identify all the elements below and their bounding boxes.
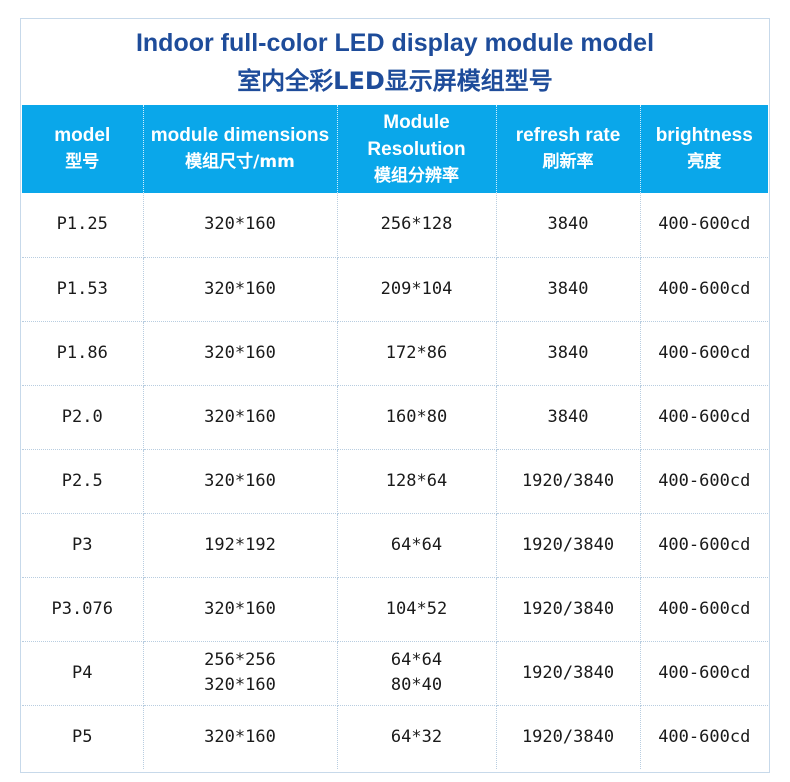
header-resolution-zh: 模组分辨率	[374, 165, 459, 186]
cell-refresh-rate: 1920/3840	[496, 705, 641, 769]
dimensions-line: 256*256	[204, 650, 276, 670]
table-row: P1.53 320*160 209*104 3840 400-600cd	[22, 257, 768, 322]
header-dimensions-zh: 模组尺寸/mm	[185, 152, 295, 172]
cell-model: P5	[22, 705, 144, 769]
header-refresh-rate: refresh rate 刷新率	[496, 105, 641, 193]
table-row: P5 320*160 64*32 1920/3840 400-600cd	[22, 705, 768, 769]
cell-refresh-rate: 1920/3840	[496, 641, 641, 706]
cell-dimensions: 320*160	[143, 449, 338, 514]
header-model-en: model	[54, 125, 111, 146]
cell-resolution: 160*80	[337, 385, 497, 450]
table-row: P2.0 320*160 160*80 3840 400-600cd	[22, 385, 768, 450]
cell-refresh-rate: 3840	[496, 257, 641, 322]
table-row: P4 256*256 320*160 64*64 80*40 1920/3840…	[22, 641, 768, 706]
cell-dimensions: 320*160	[143, 705, 338, 769]
cell-resolution: 64*32	[337, 705, 497, 769]
dimensions-line: 320*160	[204, 675, 276, 695]
cell-brightness: 400-600cd	[640, 193, 768, 258]
resolution-line: 80*40	[390, 675, 443, 695]
header-dimensions-en: module dimensions	[150, 125, 330, 146]
cell-dimensions: 320*160	[143, 321, 338, 386]
cell-model: P3	[22, 513, 144, 578]
header-resolution-en: Module Resolution	[367, 111, 466, 160]
cell-refresh-rate: 1920/3840	[496, 449, 641, 514]
table-row: P3.076 320*160 104*52 1920/3840 400-600c…	[22, 577, 768, 642]
table-row: P1.25 320*160 256*128 3840 400-600cd	[22, 193, 768, 258]
cell-brightness: 400-600cd	[640, 449, 768, 514]
cell-dimensions: 192*192	[143, 513, 338, 578]
header-brightness-en: brightness	[655, 125, 753, 146]
cell-model: P2.0	[22, 385, 144, 450]
cell-resolution: 104*52	[337, 577, 497, 642]
cell-brightness: 400-600cd	[640, 513, 768, 578]
cell-dimensions: 320*160	[143, 257, 338, 322]
cell-model: P1.86	[22, 321, 144, 386]
cell-model: P1.53	[22, 257, 144, 322]
cell-resolution: 209*104	[337, 257, 497, 322]
cell-dimensions: 256*256 320*160	[143, 641, 338, 706]
cell-brightness: 400-600cd	[658, 726, 751, 747]
cell-resolution: 64*64	[337, 513, 497, 578]
header-model: model 型号	[22, 105, 144, 193]
header-row: model 型号 module dimensions 模组尺寸/mm Modul…	[22, 105, 768, 193]
title-english: Indoor full-color LED display module mod…	[135, 29, 655, 57]
cell-dimensions: 320*160	[143, 385, 338, 450]
table-row: P3 192*192 64*64 1920/3840 400-600cd	[22, 513, 768, 578]
header-model-zh: 型号	[65, 152, 100, 172]
header-refresh-zh: 刷新率	[542, 152, 594, 172]
cell-refresh-rate: 1920/3840	[496, 577, 641, 642]
cell-model: P2.5	[22, 449, 144, 514]
cell-model: P1.25	[22, 193, 144, 258]
module-spec-table: model 型号 module dimensions 模组尺寸/mm Modul…	[22, 105, 768, 769]
cell-model: P4	[22, 641, 144, 706]
table-row: P2.5 320*160 128*64 1920/3840 400-600cd	[22, 449, 768, 514]
header-refresh-en: refresh rate	[515, 125, 621, 146]
cell-brightness: 400-600cd	[640, 385, 768, 450]
table-row: P1.86 320*160 172*86 3840 400-600cd	[22, 321, 768, 386]
resolution-line: 64*64	[390, 650, 443, 670]
cell-dimensions: 320*160	[143, 193, 338, 258]
cell-resolution: 172*86	[337, 321, 497, 386]
cell-refresh-rate: 3840	[496, 321, 641, 386]
cell-refresh-rate: 3840	[496, 385, 641, 450]
cell-brightness: 400-600cd	[640, 641, 768, 706]
title-block: Indoor full-color LED display module mod…	[21, 19, 769, 105]
spec-sheet: Indoor full-color LED display module mod…	[20, 18, 770, 773]
header-resolution: Module Resolution 模组分辨率	[337, 105, 497, 193]
cell-resolution: 256*128	[337, 193, 497, 258]
cell-refresh-rate: 3840	[496, 193, 641, 258]
cell-resolution: 128*64	[337, 449, 497, 514]
cell-model: P3.076	[22, 577, 144, 642]
cell-resolution: 64*64 80*40	[337, 641, 497, 706]
header-brightness-zh: 亮度	[687, 152, 722, 172]
cell-brightness: 400-600cd	[640, 321, 768, 386]
cell-brightness: 400-600cd	[640, 257, 768, 322]
header-brightness: brightness 亮度	[640, 105, 768, 193]
cell-brightness: 400-600cd	[640, 577, 768, 642]
title-chinese: 室内全彩LED显示屏模组型号	[237, 67, 553, 95]
header-dimensions: module dimensions 模组尺寸/mm	[143, 105, 338, 193]
cell-dimensions: 320*160	[143, 577, 338, 642]
cell-refresh-rate: 1920/3840	[496, 513, 641, 578]
